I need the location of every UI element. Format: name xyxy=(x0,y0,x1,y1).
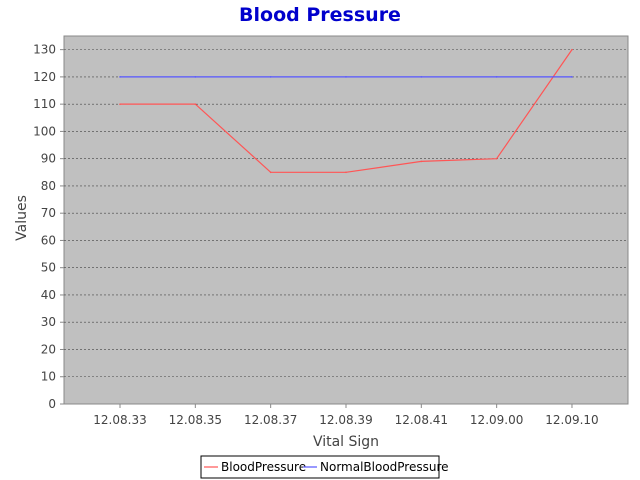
legend: BloodPressure NormalBloodPressure xyxy=(200,455,449,479)
legend-label: NormalBloodPressure xyxy=(320,460,449,474)
y-tick-label: 80 xyxy=(41,179,56,193)
plot-area xyxy=(63,35,629,405)
y-tick-label: 50 xyxy=(41,261,56,275)
y-tick-label: 0 xyxy=(48,397,56,411)
y-tick-label: 70 xyxy=(41,206,56,220)
y-axis-label: Values xyxy=(14,195,30,241)
y-tick-label: 30 xyxy=(41,315,56,329)
y-tick-label: 120 xyxy=(33,70,56,84)
y-tick-label: 40 xyxy=(41,288,56,302)
x-tick-label: 12.08.33 xyxy=(93,413,146,427)
x-tick-label: 12.08.35 xyxy=(169,413,222,427)
data-point xyxy=(495,157,498,160)
data-point xyxy=(269,171,272,174)
y-tick-label: 100 xyxy=(33,124,56,138)
y-tick-label: 90 xyxy=(41,152,56,166)
x-tick-label: 12.08.37 xyxy=(244,413,297,427)
data-point xyxy=(420,76,423,78)
chart-title: Blood Pressure xyxy=(239,4,401,26)
data-point xyxy=(495,76,498,78)
x-tick-label: 12.09.10 xyxy=(545,413,598,427)
data-point xyxy=(119,103,121,105)
y-tick-label: 20 xyxy=(41,342,56,356)
y-tick-label: 10 xyxy=(41,370,56,384)
data-point xyxy=(345,76,347,78)
legend-label: BloodPressure xyxy=(221,460,306,474)
data-point xyxy=(269,76,272,78)
data-point xyxy=(571,76,573,78)
x-tick-label: 12.08.41 xyxy=(395,413,448,427)
x-axis-label: Vital Sign xyxy=(313,434,379,450)
y-tick-label: 130 xyxy=(33,43,56,57)
data-point xyxy=(119,76,121,78)
legend-box xyxy=(200,455,440,479)
y-axis: 0 10 20 30 40 50 60 70 80 90 100 110 120 130 xyxy=(33,43,64,411)
x-tick-label: 12.08.39 xyxy=(319,413,372,427)
data-point xyxy=(194,76,197,78)
data-point xyxy=(345,171,347,174)
series-lines xyxy=(119,48,573,174)
x-tick-label: 12.09.00 xyxy=(470,413,523,427)
data-point xyxy=(571,48,573,51)
data-point xyxy=(420,160,423,163)
x-axis: 12.08.33 12.08.35 12.08.37 12.08.39 12.08.41… xyxy=(93,404,599,427)
y-tick-label: 60 xyxy=(41,233,56,247)
data-point xyxy=(194,103,197,105)
y-tick-label: 110 xyxy=(33,97,56,111)
